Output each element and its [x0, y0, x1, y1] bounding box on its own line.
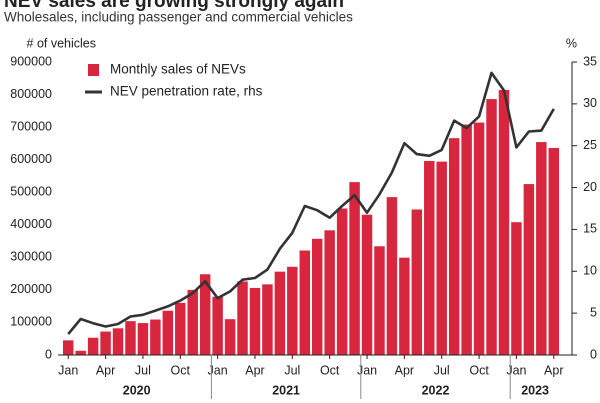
bar	[498, 89, 510, 356]
bar	[175, 302, 186, 355]
y2-axis-label: %	[566, 36, 577, 50]
x-tick-label: Jul	[135, 363, 151, 377]
x-tick-label: Jul	[434, 363, 450, 377]
x-tick-label: Jan	[58, 363, 78, 377]
y2-tick-label: 5	[590, 305, 597, 319]
bar	[100, 331, 111, 355]
y2-tick-label: 10	[583, 264, 597, 278]
y-tick-label: 100000	[10, 315, 52, 329]
y2-tick-label: 25	[583, 138, 597, 152]
bar	[349, 182, 360, 355]
legend-swatch	[88, 64, 99, 76]
bar	[212, 296, 223, 355]
bar	[523, 184, 535, 355]
y-tick-label: 700000	[10, 119, 52, 133]
bar	[486, 99, 497, 355]
x-tick-label: Apr	[395, 363, 414, 377]
bar	[448, 138, 460, 355]
line	[67, 71, 555, 335]
bar	[299, 250, 311, 355]
bar	[249, 287, 261, 355]
bar	[125, 321, 136, 355]
bar	[473, 122, 485, 355]
bar	[150, 319, 161, 355]
year-label: 2021	[272, 383, 300, 397]
y-axis-label: # of vehicles	[27, 36, 96, 50]
y2-tick-label: 0	[590, 347, 597, 361]
x-tick-label: Jul	[284, 363, 300, 377]
bar	[336, 208, 348, 355]
bar	[436, 161, 447, 355]
x-tick-label: Apr	[96, 363, 115, 377]
bar	[399, 257, 410, 355]
bar	[199, 274, 211, 355]
y-tick-label: 200000	[10, 282, 52, 296]
x-tick-label: Jan	[357, 363, 377, 377]
y-tick-label: 500000	[10, 185, 52, 199]
year-label: 2022	[422, 383, 450, 397]
x-tick-label: Oct	[469, 363, 489, 377]
bar	[548, 147, 560, 355]
bar	[511, 222, 522, 355]
y-tick-label: 0	[45, 347, 52, 361]
bar	[386, 197, 398, 355]
x-tick-label: Jan	[208, 363, 228, 377]
bar	[75, 350, 86, 355]
bar	[361, 214, 373, 355]
bar	[137, 323, 149, 355]
bar	[536, 142, 547, 355]
y2-tick-label: 35	[583, 54, 597, 68]
chart-subtitle: Wholesales, including passenger and comm…	[4, 10, 353, 25]
bar	[274, 271, 286, 355]
bar	[374, 246, 385, 355]
y-tick-label: 600000	[10, 152, 52, 166]
x-tick-label: Jan	[506, 363, 526, 377]
bar	[424, 160, 435, 355]
bar	[237, 281, 248, 355]
legend-label: NEV penetration rate, rhs	[110, 84, 263, 99]
bar	[324, 230, 335, 355]
legend-label: Monthly sales of NEVs	[110, 62, 246, 77]
x-tick-label: Apr	[245, 363, 264, 377]
bar	[411, 209, 423, 355]
bar	[287, 266, 298, 355]
bar	[87, 337, 99, 355]
x-tick-label: Oct	[171, 363, 191, 377]
chart-title: NEV sales are growing strongly again	[4, 0, 344, 12]
bar	[62, 340, 74, 355]
x-tick-label: Oct	[320, 363, 340, 377]
bar	[187, 289, 198, 355]
bar	[224, 319, 236, 355]
y-tick-label: 400000	[10, 217, 52, 231]
year-label: 2020	[123, 383, 151, 397]
y-tick-label: 900000	[10, 54, 52, 68]
y2-tick-label: 30	[583, 96, 597, 110]
bar	[311, 238, 323, 355]
bar	[162, 310, 174, 355]
bar	[262, 284, 273, 355]
y-tick-label: 800000	[10, 87, 52, 101]
y2-tick-label: 20	[583, 180, 597, 194]
y2-tick-label: 15	[583, 222, 597, 236]
y-tick-label: 300000	[10, 250, 52, 264]
year-label: 2023	[521, 383, 549, 397]
bar	[461, 124, 472, 355]
bar	[112, 328, 124, 355]
x-tick-label: Apr	[544, 363, 563, 377]
